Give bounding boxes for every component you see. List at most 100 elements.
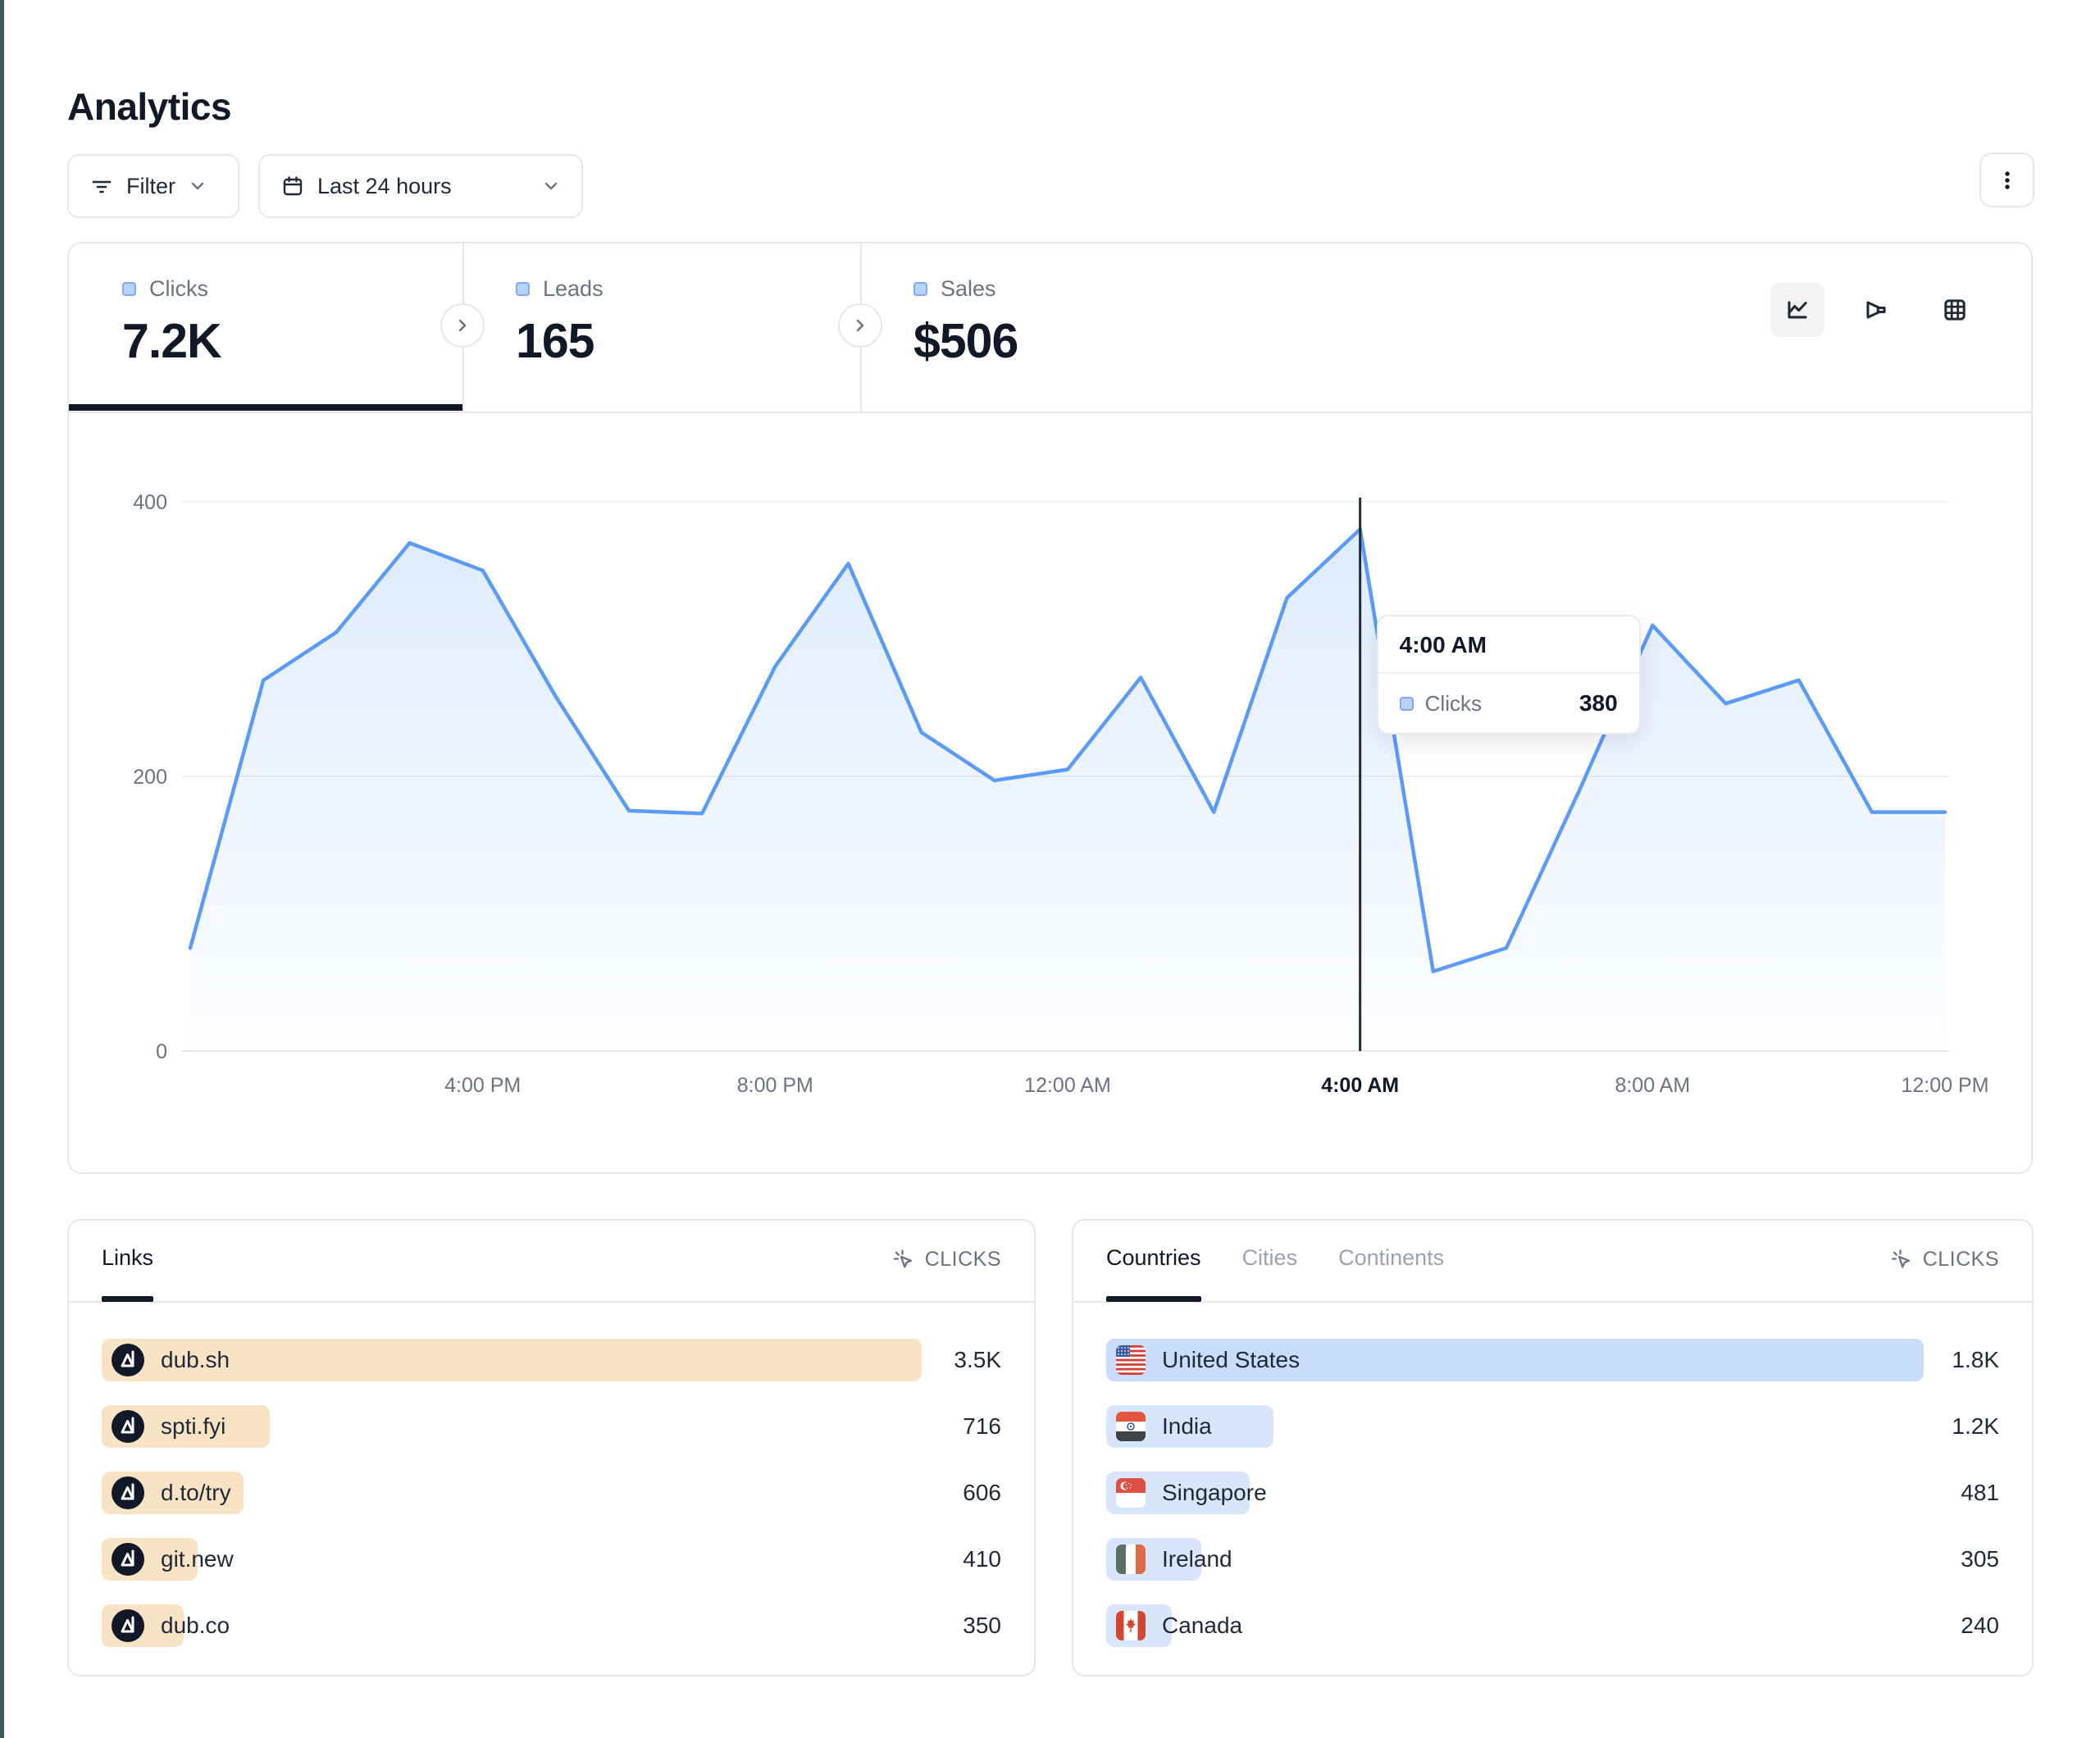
country-row[interactable]: Singapore 481 — [1106, 1472, 1999, 1514]
tab-continents[interactable]: Continents — [1338, 1245, 1445, 1270]
countries-panel: Countries Cities Continents CLICKS United … — [1072, 1219, 2034, 1677]
filter-button-label: Filter — [126, 173, 175, 198]
stat-expand-button[interactable] — [838, 303, 882, 348]
row-label: India — [1162, 1413, 1212, 1439]
row-value: 716 — [963, 1413, 1001, 1439]
row-value: 410 — [963, 1546, 1001, 1572]
chevron-down-icon — [189, 177, 207, 195]
clicks-legend-swatch — [1399, 696, 1414, 711]
stat-tab-clicks[interactable]: Clicks 7.2K — [69, 243, 462, 412]
stat-tab-sales[interactable]: Sales $506 — [860, 243, 1352, 412]
analytics-card: Clicks 7.2K Leads 165 Sales $506 — [67, 242, 2033, 1174]
chart-canvas: 0 200 400 4:00 PM 8:00 PM 12:00 AM 4:00 AM 8:00… — [133, 491, 1988, 1097]
area-fill — [190, 529, 1945, 1051]
clicks-legend-swatch — [122, 282, 136, 296]
link-row[interactable]: git.new 410 — [102, 1538, 1001, 1581]
row-value: 305 — [1961, 1546, 1999, 1572]
stat-expand-button[interactable] — [440, 303, 485, 348]
links-metric-selector[interactable]: CLICKS — [891, 1247, 1001, 1272]
in-flag-icon — [1116, 1412, 1146, 1441]
row-label: dub.sh — [161, 1347, 230, 1372]
tooltip-series-label: Clicks — [1424, 690, 1482, 716]
left-accent-strip — [0, 0, 4, 1738]
sales-legend-swatch — [913, 282, 927, 296]
clicks-timeseries-chart[interactable]: 0 200 400 4:00 PM 8:00 PM 12:00 AM 4:00 AM 8:00… — [100, 461, 2011, 1117]
y-axis-label: 400 — [133, 491, 167, 514]
more-options-button[interactable] — [1979, 152, 2034, 207]
tab-cities[interactable]: Cities — [1241, 1245, 1298, 1270]
row-label: dub.co — [161, 1613, 230, 1638]
stat-value: 7.2K — [122, 314, 222, 368]
dub-logo-icon — [112, 1476, 144, 1509]
stat-value: $506 — [913, 314, 1018, 368]
stats-tab-row: Clicks 7.2K Leads 165 Sales $506 — [69, 243, 2031, 413]
value-bar — [102, 1339, 922, 1381]
leads-legend-swatch — [516, 282, 530, 296]
country-row[interactable]: United States 1.8K — [1106, 1339, 1999, 1381]
link-row[interactable]: d.to/try 606 — [102, 1472, 1001, 1514]
row-value: 606 — [963, 1480, 1001, 1505]
y-axis-label: 200 — [133, 766, 167, 789]
tab-countries[interactable]: Countries — [1106, 1245, 1201, 1302]
filter-icon — [90, 175, 113, 198]
row-label: United States — [1162, 1347, 1301, 1372]
x-axis-label: 12:00 AM — [1024, 1074, 1111, 1097]
row-label: git.new — [161, 1546, 234, 1572]
table-view-button[interactable] — [1928, 283, 1982, 337]
link-row[interactable]: dub.co 350 — [102, 1604, 1001, 1647]
calendar-icon — [281, 175, 304, 198]
cursor-click-icon — [891, 1247, 915, 1272]
dub-logo-icon — [112, 1543, 144, 1576]
ca-flag-icon — [1116, 1611, 1146, 1640]
row-label: Ireland — [1162, 1546, 1232, 1572]
links-list: dub.sh 3.5K spti.fyi 716 d.to/try 606 gi… — [102, 1339, 1001, 1671]
dub-logo-icon — [112, 1609, 144, 1642]
date-range-label: Last 24 hours — [317, 173, 452, 198]
stat-tab-leads[interactable]: Leads 165 — [462, 243, 860, 412]
links-panel-header: Links CLICKS — [69, 1221, 1034, 1303]
x-axis-label: 4:00 AM — [1321, 1074, 1399, 1097]
row-value: 1.8K — [1952, 1347, 1999, 1372]
countries-panel-header: Countries Cities Continents CLICKS — [1073, 1221, 2032, 1303]
dub-logo-icon — [112, 1410, 144, 1443]
vertical-ellipsis-icon — [1995, 168, 2020, 193]
filter-button[interactable]: Filter — [67, 154, 239, 218]
row-value: 1.2K — [1952, 1413, 1999, 1439]
tab-links[interactable]: Links — [102, 1245, 154, 1302]
page-title: Analytics — [67, 84, 232, 128]
cursor-click-icon — [1888, 1247, 1913, 1272]
countries-metric-label: CLICKS — [1922, 1247, 1999, 1271]
countries-list: United States 1.8K India 1.2K Singapore … — [1106, 1339, 1999, 1671]
row-label: spti.fyi — [161, 1413, 226, 1439]
row-value: 350 — [963, 1613, 1001, 1638]
tooltip-time: 4:00 AM — [1378, 616, 1639, 674]
country-row[interactable]: Ireland 305 — [1106, 1538, 1999, 1581]
row-value: 240 — [1961, 1613, 1999, 1638]
x-axis-label: 4:00 PM — [444, 1074, 521, 1097]
links-panel: Links CLICKS dub.sh 3.5K spti.fyi 716 — [67, 1219, 1036, 1677]
funnel-view-button[interactable] — [1849, 283, 1903, 337]
stat-label: Sales — [941, 276, 996, 301]
link-row[interactable]: dub.sh 3.5K — [102, 1339, 1001, 1381]
countries-metric-selector[interactable]: CLICKS — [1888, 1247, 1999, 1272]
chevron-down-icon — [542, 177, 560, 195]
x-axis-label: 8:00 AM — [1615, 1074, 1690, 1097]
clicks-line — [188, 527, 1947, 974]
x-axis-label: 12:00 PM — [1901, 1074, 1988, 1097]
dub-logo-icon — [112, 1344, 144, 1376]
active-stat-underline — [69, 404, 462, 411]
date-range-button[interactable]: Last 24 hours — [258, 154, 583, 218]
row-label: d.to/try — [161, 1480, 231, 1505]
y-axis-label: 0 — [156, 1040, 167, 1063]
chart-tooltip: 4:00 AM Clicks 380 — [1376, 615, 1641, 735]
stat-label: Leads — [543, 276, 604, 301]
sg-flag-icon — [1116, 1478, 1146, 1508]
chart-view-toggles — [1770, 283, 1982, 337]
link-row[interactable]: spti.fyi 716 — [102, 1405, 1001, 1448]
tooltip-value: 380 — [1578, 690, 1618, 716]
row-label: Singapore — [1162, 1480, 1267, 1505]
us-flag-icon — [1116, 1345, 1146, 1375]
country-row[interactable]: Canada 240 — [1106, 1604, 1999, 1647]
country-row[interactable]: India 1.2K — [1106, 1405, 1999, 1448]
line-chart-view-button[interactable] — [1770, 283, 1824, 337]
